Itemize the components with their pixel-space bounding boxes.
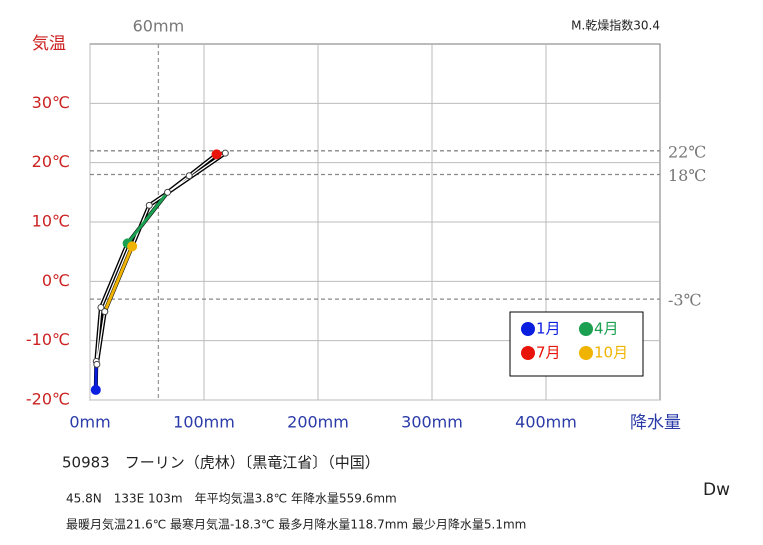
- legend-label: 1月: [536, 320, 561, 338]
- highlight-point: [211, 149, 222, 160]
- info-line-1: 45.8N 133E 103m 年平均気温3.8℃ 年降水量559.6mm: [66, 491, 397, 506]
- month-point: [164, 188, 172, 196]
- y-tick-label: -20℃: [26, 390, 70, 409]
- station: 50983 フーリン（虎林）〔黒竜江省〕（中国）: [62, 454, 380, 472]
- legend-swatch: [521, 322, 535, 336]
- y-tick-label: 10℃: [32, 212, 70, 231]
- highlight-point: [127, 241, 138, 252]
- reference-vline-label: 60mm: [133, 17, 185, 36]
- legend-label: 4月: [594, 320, 619, 338]
- legend-swatch: [579, 322, 593, 336]
- x-tick-label: 200mm: [287, 413, 349, 432]
- y-tick-label: -10℃: [26, 330, 70, 349]
- y-tick-label: 20℃: [32, 152, 70, 171]
- y-tick-label: 0℃: [42, 271, 70, 290]
- x-tick-label: 300mm: [401, 413, 463, 432]
- x-tick-label: 0mm: [69, 413, 110, 432]
- month-point: [97, 303, 105, 311]
- month-point: [145, 201, 153, 209]
- y-axis-label: 気温: [32, 34, 66, 54]
- legend-swatch: [579, 346, 593, 360]
- x-tick-label: 100mm: [173, 413, 235, 432]
- x-tick-label: 400mm: [515, 413, 577, 432]
- legend-label: 7月: [536, 344, 561, 362]
- info-line-2: 最暖月気温21.6℃ 最寒月気温-18.3℃ 最多月降水量118.7mm 最少月…: [66, 517, 526, 532]
- x-axis-label: 降水量: [630, 413, 681, 433]
- reference-label: 18℃: [668, 166, 706, 185]
- highlight-point: [90, 384, 101, 395]
- y-tick-label: 30℃: [32, 93, 70, 112]
- reference-label: 22℃: [668, 142, 706, 161]
- dryness-index: M.乾燥指数30.4: [571, 18, 660, 33]
- highlight-segment: [103, 245, 134, 313]
- month-point: [101, 308, 109, 316]
- month-point: [185, 172, 193, 180]
- legend-swatch: [521, 346, 535, 360]
- legend-box: [509, 311, 644, 377]
- highlight-segment: [126, 191, 169, 245]
- month-point: [221, 149, 229, 157]
- legend-label: 10月: [594, 344, 628, 362]
- month-point: [93, 360, 101, 368]
- reference-label: -3℃: [668, 291, 701, 310]
- climate-type: Dw: [703, 480, 730, 500]
